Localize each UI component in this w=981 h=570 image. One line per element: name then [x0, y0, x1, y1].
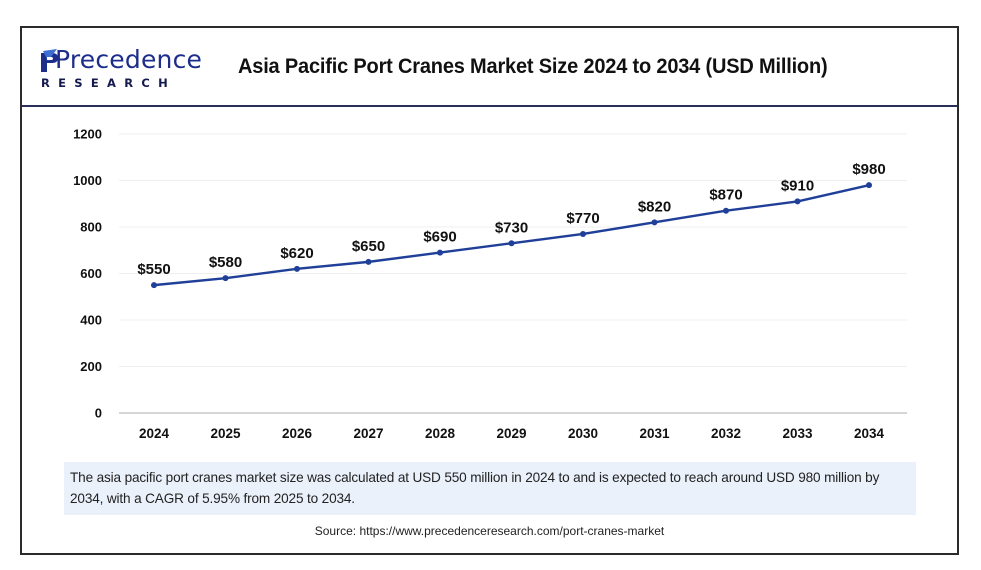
infographic-frame: Precedence RESEARCH Asia Pacific Port Cr…	[20, 26, 959, 555]
x-tick-label: 2033	[782, 426, 813, 441]
y-tick-label: 1200	[73, 127, 102, 142]
data-label: $690	[423, 229, 456, 246]
data-point	[294, 265, 300, 272]
x-tick-label: 2030	[568, 426, 598, 441]
header: Precedence RESEARCH Asia Pacific Port Cr…	[22, 28, 957, 107]
data-point	[866, 182, 872, 189]
data-point	[437, 249, 443, 256]
page-title: Asia Pacific Port Cranes Market Size 202…	[238, 54, 828, 78]
gridlines	[119, 133, 907, 367]
x-tick-label: 2025	[210, 426, 241, 441]
data-point	[151, 282, 157, 289]
brand-logo: Precedence RESEARCH	[38, 45, 202, 95]
summary-text: The asia pacific port cranes market size…	[70, 470, 880, 506]
y-tick-label: 800	[80, 220, 102, 235]
y-axis-ticks: 0 200 400 600 800 1000 1200	[73, 127, 102, 421]
logo-subtitle: RESEARCH	[41, 76, 177, 90]
data-points	[151, 182, 872, 289]
x-tick-label: 2024	[139, 426, 170, 441]
data-label: $820	[638, 198, 671, 215]
data-label: $770	[566, 210, 599, 227]
data-label: $910	[781, 177, 814, 194]
data-point	[651, 219, 658, 226]
data-point	[222, 275, 229, 282]
data-point	[365, 258, 372, 265]
x-tick-label: 2032	[711, 426, 741, 441]
y-tick-label: 600	[80, 266, 102, 281]
y-tick-label: 1000	[73, 173, 102, 188]
data-labels: $550 $580 $620 $650 $690 $730 $770 $820 $870 $910…	[137, 161, 885, 278]
source-line: Source: https://www.precedenceresearch.c…	[314, 524, 665, 538]
summary-box: The asia pacific port cranes market size…	[64, 462, 916, 515]
x-tick-label: 2027	[353, 426, 383, 441]
data-point	[580, 230, 586, 237]
data-label: $580	[209, 254, 242, 271]
x-axis-ticks: 2024 2025 2026 2027 2028 2029 2030 2031 2032 2033…	[139, 426, 885, 441]
y-tick-label: 200	[80, 359, 102, 374]
x-tick-label: 2031	[639, 426, 670, 441]
data-point	[723, 207, 729, 214]
data-label: $550	[137, 261, 170, 278]
logo-mark-icon	[41, 49, 58, 72]
data-point	[508, 240, 515, 247]
logo-wordmark: Precedence	[55, 45, 203, 74]
x-tick-label: 2029	[496, 426, 526, 441]
data-label: $620	[280, 245, 313, 262]
y-tick-label: 400	[80, 313, 102, 328]
data-point	[794, 198, 801, 205]
x-tick-label: 2028	[425, 426, 456, 441]
data-label: $980	[852, 161, 885, 178]
x-tick-label: 2026	[282, 426, 313, 441]
data-label: $730	[495, 219, 528, 236]
x-tick-label: 2034	[854, 426, 885, 441]
y-tick-label: 0	[95, 406, 102, 421]
data-label: $870	[709, 187, 742, 204]
data-label: $650	[352, 238, 385, 255]
